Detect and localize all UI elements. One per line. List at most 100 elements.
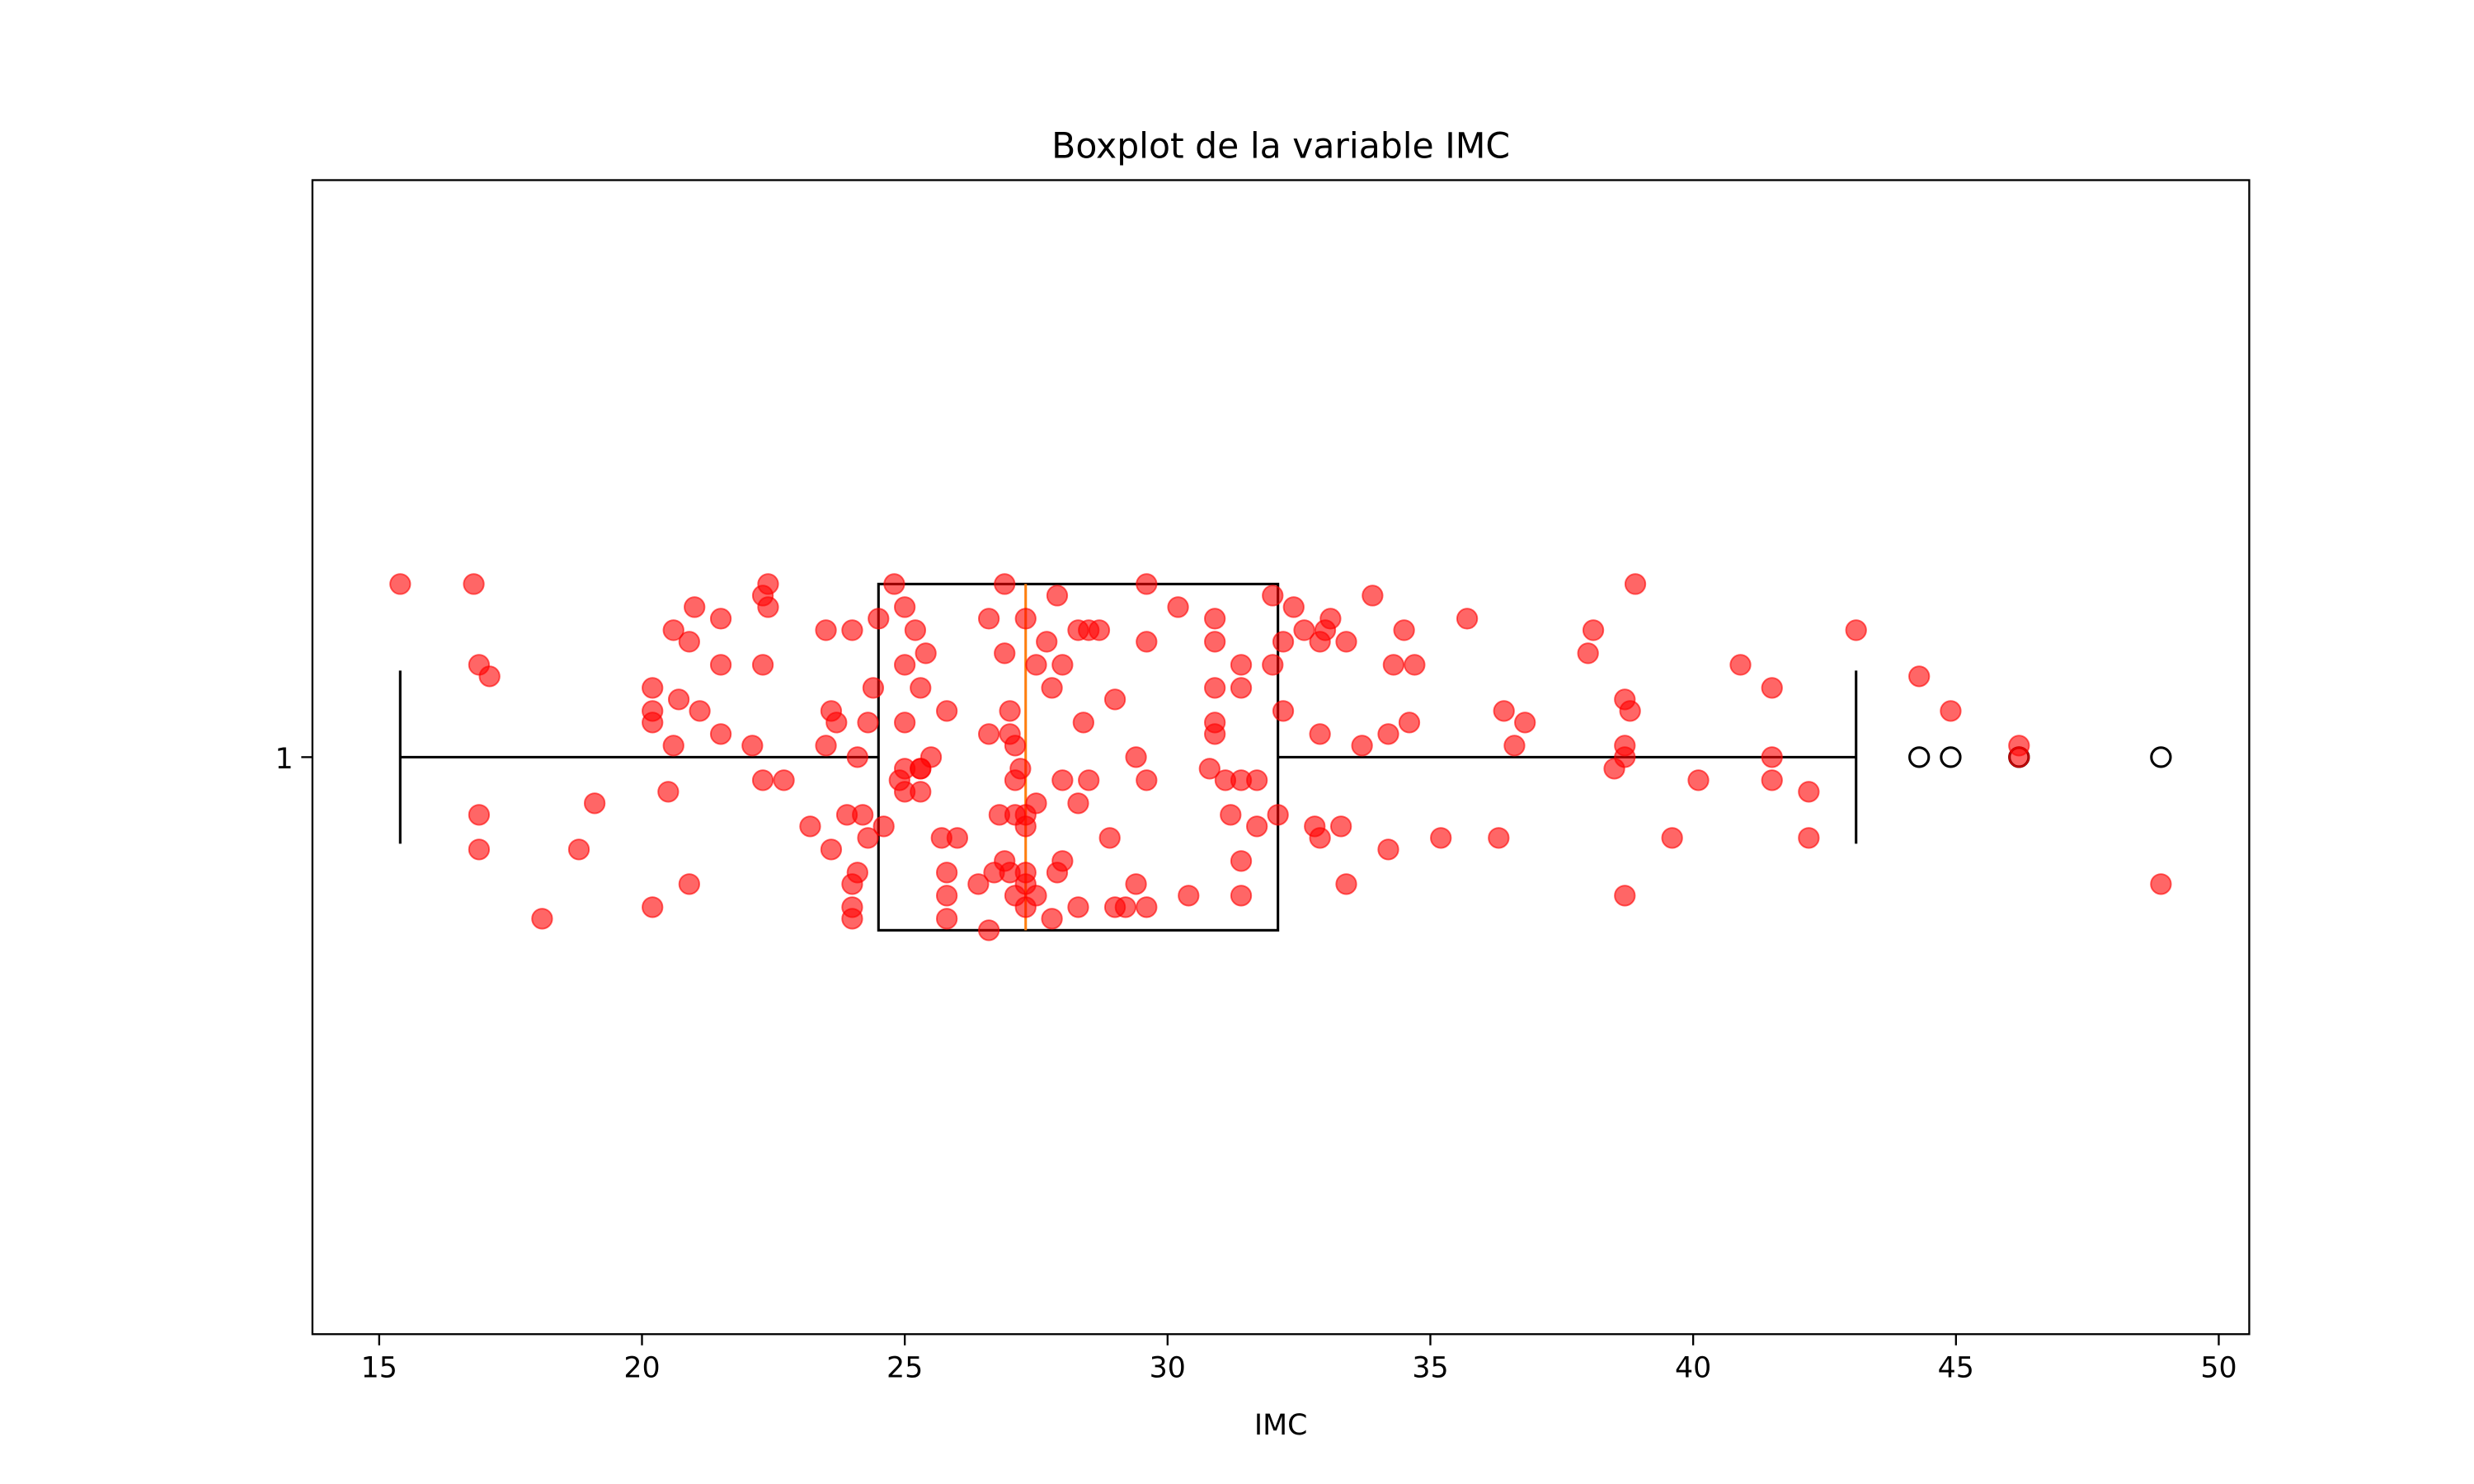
point bbox=[1088, 619, 1111, 641]
point bbox=[1072, 711, 1094, 734]
point bbox=[857, 711, 879, 734]
point bbox=[709, 654, 732, 676]
point bbox=[1351, 735, 1373, 757]
point bbox=[977, 919, 1000, 942]
point bbox=[1067, 792, 1089, 815]
point bbox=[846, 746, 868, 768]
point bbox=[1246, 815, 1268, 838]
point bbox=[1761, 769, 1783, 791]
point bbox=[1167, 596, 1189, 618]
point bbox=[1041, 908, 1063, 930]
point bbox=[857, 827, 879, 849]
point bbox=[920, 746, 943, 768]
point bbox=[1103, 688, 1126, 711]
point bbox=[1430, 827, 1452, 849]
point bbox=[872, 815, 895, 838]
point bbox=[689, 700, 711, 722]
point bbox=[1136, 631, 1158, 653]
point bbox=[1761, 677, 1783, 699]
point bbox=[751, 654, 774, 676]
x-tick-label: 50 bbox=[2200, 1351, 2236, 1384]
point bbox=[868, 608, 890, 630]
point bbox=[709, 608, 732, 630]
point bbox=[1272, 631, 1295, 653]
point bbox=[852, 804, 874, 826]
point bbox=[684, 596, 706, 618]
point bbox=[1687, 769, 1710, 791]
point bbox=[1661, 827, 1683, 849]
point bbox=[1619, 700, 1641, 722]
point bbox=[657, 781, 680, 803]
point bbox=[1220, 804, 1242, 826]
point bbox=[893, 711, 916, 734]
point bbox=[1377, 838, 1399, 861]
point bbox=[1624, 573, 1647, 595]
outlier bbox=[2150, 746, 2172, 768]
point bbox=[1204, 677, 1226, 699]
point bbox=[389, 573, 412, 595]
point bbox=[667, 688, 690, 711]
point bbox=[799, 815, 821, 838]
point bbox=[1125, 746, 1147, 768]
point bbox=[915, 642, 937, 665]
x-tick-label: 40 bbox=[1675, 1351, 1711, 1384]
x-tick-label: 25 bbox=[887, 1351, 923, 1384]
point bbox=[741, 735, 764, 757]
point bbox=[1246, 769, 1268, 791]
point bbox=[1136, 896, 1158, 918]
point bbox=[1382, 654, 1405, 676]
point bbox=[935, 862, 958, 884]
point bbox=[1614, 746, 1636, 768]
point bbox=[994, 573, 1016, 595]
point bbox=[1393, 619, 1415, 641]
point bbox=[1067, 896, 1089, 918]
point bbox=[1503, 735, 1526, 757]
point bbox=[1493, 700, 1515, 722]
point bbox=[1362, 585, 1384, 607]
point bbox=[1262, 585, 1284, 607]
point bbox=[468, 804, 491, 826]
point bbox=[946, 827, 969, 849]
x-tick-label: 35 bbox=[1412, 1351, 1448, 1384]
point bbox=[893, 596, 916, 618]
point bbox=[1845, 619, 1867, 641]
point bbox=[662, 619, 684, 641]
point bbox=[531, 908, 553, 930]
point bbox=[1614, 885, 1636, 907]
point bbox=[1036, 631, 1058, 653]
point bbox=[1514, 711, 1536, 734]
point bbox=[642, 896, 664, 918]
point bbox=[893, 654, 916, 676]
point bbox=[2008, 746, 2030, 768]
point bbox=[815, 619, 837, 641]
plot-frame bbox=[311, 179, 2251, 1336]
point bbox=[1309, 723, 1331, 745]
point bbox=[904, 619, 927, 641]
point bbox=[825, 711, 848, 734]
x-tick-label: 30 bbox=[1150, 1351, 1186, 1384]
point bbox=[642, 677, 664, 699]
y-tick-label: 1 bbox=[275, 743, 294, 776]
point bbox=[815, 735, 837, 757]
point bbox=[2150, 873, 2172, 895]
point bbox=[1582, 619, 1605, 641]
point bbox=[935, 885, 958, 907]
point bbox=[820, 838, 843, 861]
point bbox=[1114, 896, 1136, 918]
point bbox=[1051, 654, 1074, 676]
point bbox=[567, 838, 590, 861]
point bbox=[757, 573, 779, 595]
point bbox=[935, 908, 958, 930]
point bbox=[1051, 769, 1074, 791]
point bbox=[1198, 758, 1221, 780]
point bbox=[977, 723, 1000, 745]
point bbox=[1404, 654, 1426, 676]
point bbox=[967, 873, 990, 895]
x-tick-label: 15 bbox=[361, 1351, 397, 1384]
x-axis-label: IMC bbox=[1254, 1409, 1308, 1442]
point bbox=[841, 619, 863, 641]
point bbox=[1136, 769, 1158, 791]
point bbox=[1456, 608, 1479, 630]
